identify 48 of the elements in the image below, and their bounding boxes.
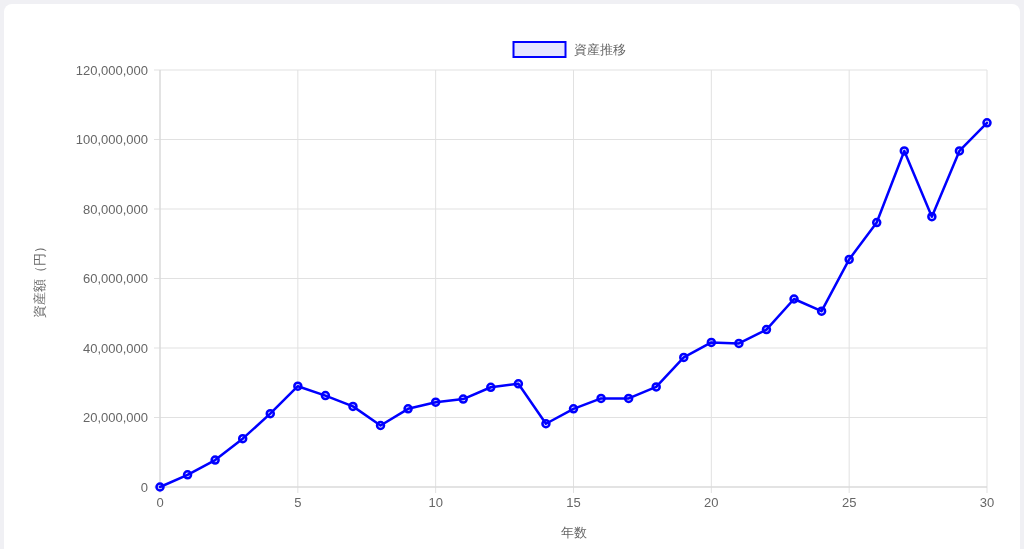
- x-tick-label: 5: [294, 495, 302, 510]
- point: [403, 404, 413, 414]
- point: [348, 401, 358, 412]
- y-tick-label: 0: [140, 479, 148, 495]
- legend-label: 資産推移: [573, 42, 626, 57]
- y-tick-label: 120,000,000: [75, 62, 148, 78]
- point: [816, 306, 827, 316]
- point: [734, 338, 744, 349]
- y-tick-label: 60,000,000: [82, 271, 148, 286]
- point: [430, 397, 441, 407]
- x-tick-label: 15: [566, 495, 581, 510]
- y-tick-label: 40,000,000: [82, 340, 148, 356]
- point: [844, 254, 854, 265]
- point: [182, 470, 193, 480]
- point: [871, 217, 882, 228]
- point: [982, 118, 992, 128]
- point: [541, 419, 551, 429]
- x-tick-label: 30: [979, 495, 995, 510]
- point: [293, 381, 303, 391]
- point: [679, 352, 689, 363]
- point: [596, 393, 606, 404]
- x-tick-label: 25: [841, 495, 857, 510]
- y-tick-label: 100,000,000: [75, 132, 148, 147]
- point: [927, 211, 937, 222]
- x-tick-label: 0: [156, 495, 164, 510]
- point: [458, 394, 468, 404]
- point: [623, 393, 634, 404]
- point: [568, 404, 579, 414]
- point: [486, 382, 496, 393]
- point: [761, 324, 772, 335]
- point: [210, 455, 220, 465]
- x-tick-label: 10: [428, 495, 443, 510]
- point: [320, 390, 331, 401]
- point: [155, 482, 165, 492]
- y-axis-title: 資産額（円）: [32, 239, 47, 318]
- y-tick-label: 20,000,000: [82, 410, 148, 425]
- point: [899, 146, 910, 156]
- point: [237, 433, 248, 444]
- point: [789, 294, 799, 304]
- y-tick-label: 80,000,000: [82, 201, 148, 217]
- point: [954, 146, 965, 156]
- x-axis-title: 年数: [560, 525, 587, 540]
- point: [651, 382, 661, 392]
- point: [513, 379, 524, 389]
- x-tick-label: 20: [704, 495, 719, 510]
- point: [375, 420, 386, 431]
- point: [265, 408, 276, 419]
- point: [706, 337, 717, 348]
